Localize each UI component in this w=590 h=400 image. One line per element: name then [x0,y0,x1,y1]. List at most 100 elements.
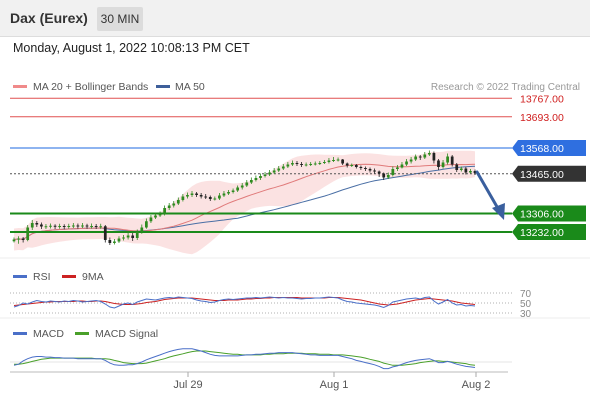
level-tag-current [512,165,586,182]
candle-body [332,160,335,161]
candle [35,221,39,227]
ma20-line [13,163,476,240]
level-label-resistance: 13693.00 [520,112,564,124]
candle-body [240,185,244,188]
candle [441,160,445,169]
candle-body [304,164,308,166]
level-label-current: 13465.00 [520,169,564,181]
candle-body [377,171,381,174]
candle [377,170,381,177]
candle-body [163,208,166,214]
candle-body [313,163,317,165]
level-tag-pivot [512,140,586,156]
candle-body [286,164,290,167]
rsi-level-label: 50 [520,299,532,310]
candle-body [208,197,212,199]
rsi-swatch [13,275,27,278]
candle-body [236,187,240,191]
candle-body [149,217,153,222]
candle [418,155,422,160]
candle [396,165,399,171]
candle [158,211,162,217]
candle [318,161,322,165]
candle [126,232,130,240]
candle [67,223,71,229]
candle-body [249,180,253,183]
candle [405,159,408,166]
ma50-legend-label: MA 50 [175,81,205,93]
candle [62,224,66,230]
level-label-support: 13306.00 [520,209,564,221]
candle [131,233,135,241]
candle-body [409,159,413,162]
candle-body [190,193,194,195]
candle-body [227,192,230,194]
candle-body [76,225,80,227]
timestamp: Monday, August 1, 2022 10:08:13 PM CET [13,41,250,55]
candlesticks [12,150,477,245]
candle-body [135,232,139,238]
candle-body [345,163,349,166]
candle [49,223,52,229]
candle [295,161,299,166]
macd-swatch [13,332,27,335]
macd-line [13,348,476,370]
candle [423,152,427,159]
candle-body [341,159,345,164]
candle [400,162,404,169]
candle [26,225,30,242]
candle [30,220,34,230]
candle [140,224,144,234]
candle [450,155,454,167]
candle [90,223,93,229]
rsi-legend: RSI 9MA [13,271,104,283]
candle [359,165,363,170]
candle-body [181,196,185,200]
candle [40,222,43,229]
candle [17,236,20,244]
candle-body [354,165,358,167]
candle [85,223,89,229]
candle [208,195,212,201]
candle-body [81,225,84,227]
candle [21,237,25,243]
candle [99,223,103,229]
candle-body [382,173,386,178]
candle-body [62,226,66,227]
candle-body [199,195,203,197]
candle-body [35,223,39,225]
candle-body [103,226,107,240]
forecast-arrow-shaft [475,170,502,214]
copyright-text: Research © 2022 Trading Central [431,82,580,93]
candle-body [427,153,431,155]
candle-body [17,238,20,240]
candle-body [418,156,422,158]
candle-body [364,168,367,169]
candle-body [373,170,376,172]
candle-body [67,226,71,227]
candle [213,196,217,201]
forecast-arrow-head [492,203,505,220]
x-axis-label: Aug 1 [320,379,349,391]
level-label-resistance: 13767.00 [520,93,564,105]
candle-body [99,226,103,228]
candle [382,172,386,180]
macd-signal-legend-label: MACD Signal [95,328,158,340]
candle [58,223,62,229]
level-tag-support [512,224,586,240]
candle-body [117,238,121,242]
timeframe-button[interactable]: 30 MIN [97,7,143,31]
candle [459,166,463,172]
level-label-pivot: 13568.00 [520,143,564,155]
candle [364,166,367,171]
candle-body [245,182,249,186]
rsi-ma-legend-label: 9MA [82,271,104,283]
candle-body [272,170,276,173]
rsi-level-label: 30 [520,309,532,320]
candle [240,183,244,190]
candle [323,160,326,164]
candle [167,203,171,210]
bollinger-band-area [14,150,475,255]
